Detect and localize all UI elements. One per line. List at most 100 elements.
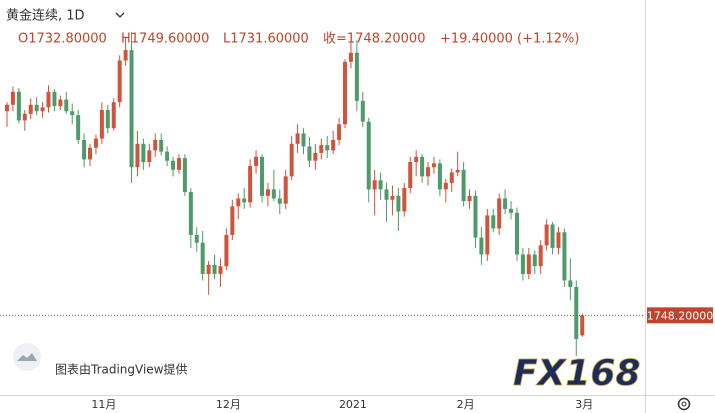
candle-body [188, 191, 193, 235]
candle-body [461, 169, 466, 202]
ohlc-label: L1731.60000 [223, 32, 309, 47]
candle-body [153, 139, 158, 151]
candle-body [123, 50, 128, 61]
candle-body [52, 91, 57, 107]
ohlc-label: O1732.80000 [18, 32, 107, 47]
logo-icon [13, 343, 41, 371]
candle-body [360, 100, 365, 122]
candle-body [93, 138, 98, 148]
candle-body [414, 156, 419, 163]
candle-body [402, 188, 407, 212]
candle-body [165, 151, 170, 161]
candle-body [556, 232, 561, 248]
candle-body [550, 224, 555, 248]
candle-body [574, 286, 579, 340]
candle-body [562, 232, 567, 281]
candle-body [544, 224, 549, 246]
candle-body [538, 245, 543, 267]
ohlc-label: 收=1748.20000 [323, 32, 425, 47]
candle-body [28, 104, 33, 114]
candle-body [259, 156, 264, 196]
candle-body [319, 145, 324, 153]
dropdown-icon[interactable] [115, 12, 125, 18]
ohlc-header: O1732.80000 H1749.60000 L1731.60000 收=1748.… [18, 32, 425, 47]
candle-body [378, 180, 383, 190]
candle-body [509, 208, 514, 213]
candle-body [503, 198, 508, 209]
candle-body [372, 180, 377, 190]
candle-body [22, 113, 27, 121]
settings-icon[interactable] [681, 401, 687, 407]
candle-body [236, 198, 241, 207]
candle-body [396, 195, 401, 212]
candle-body [224, 234, 229, 267]
candle-body [147, 150, 152, 163]
candle-body [491, 215, 496, 229]
settings-icon[interactable] [677, 397, 691, 411]
candle-body [384, 189, 389, 200]
candle-body [580, 315, 585, 336]
candle-body [200, 242, 205, 274]
candle-body [437, 163, 442, 190]
x-tick-label: 2021 [339, 398, 367, 411]
candle-body [46, 91, 51, 108]
candle-body [343, 61, 348, 125]
candle-body [34, 104, 39, 112]
x-tick-label: 12月 [216, 398, 241, 411]
candle-body [455, 169, 460, 173]
x-tick-label: 11月 [91, 398, 116, 411]
candle-body [265, 189, 270, 196]
ohlc-label: H1749.60000 [121, 32, 209, 47]
candle-body [242, 198, 247, 203]
candle-body [485, 215, 490, 255]
candle-body [171, 160, 176, 170]
candle-body [473, 195, 478, 238]
candle-body [218, 266, 223, 274]
settings-icon[interactable] [677, 397, 691, 411]
candle-body [129, 50, 134, 168]
candle-body [568, 280, 573, 287]
candle-body [176, 158, 181, 170]
candle-body [431, 163, 436, 168]
candle-body [307, 146, 312, 161]
candle-body [16, 91, 21, 121]
last-price-box [647, 307, 713, 324]
candle-body [426, 167, 431, 177]
logo-icon [17, 353, 37, 361]
candle-body [40, 107, 45, 112]
candle-body [111, 102, 116, 129]
candle-body [449, 172, 454, 183]
candle-body [348, 52, 353, 62]
candle-body [99, 109, 104, 139]
candle-body [354, 52, 359, 101]
candle-body [479, 237, 484, 255]
candle-body [230, 206, 235, 235]
candle-body [289, 143, 294, 177]
x-tick-label: 2月 [457, 398, 475, 411]
candle-body [467, 195, 472, 202]
candle-body [88, 147, 93, 160]
candle-body [212, 264, 217, 274]
candle-body [135, 143, 140, 168]
candle-body [159, 139, 164, 152]
candle-body [520, 254, 525, 274]
candle-body [526, 254, 531, 274]
candle-body [408, 162, 413, 189]
candle-body [283, 176, 288, 204]
candle-body [420, 156, 425, 177]
candle-body [5, 104, 9, 112]
chart-title[interactable]: 黄金连续, 1D [6, 8, 85, 24]
candle-body [295, 133, 300, 144]
candle-body [277, 198, 282, 204]
candle-body [82, 139, 87, 160]
candle-body [254, 156, 259, 166]
attribution[interactable]: 图表由TradingView提供 [55, 362, 188, 377]
candle-body [117, 60, 122, 103]
candle-body [58, 99, 63, 107]
candle-body [194, 234, 199, 243]
candle-body [390, 195, 395, 200]
candle-body [366, 121, 371, 190]
candle-body [337, 124, 342, 140]
candle-body [182, 158, 187, 192]
